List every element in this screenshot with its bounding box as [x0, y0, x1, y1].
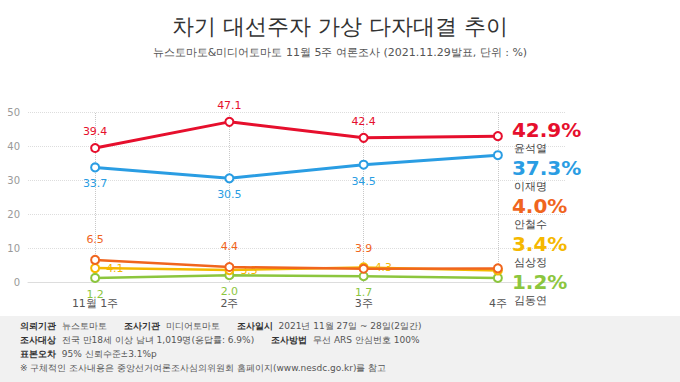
- svg-text:4.4: 4.4: [221, 240, 239, 253]
- svg-text:4.3: 4.3: [375, 261, 393, 274]
- svg-text:20: 20: [7, 209, 20, 220]
- svg-text:3.9: 3.9: [355, 242, 373, 255]
- svg-text:조사기관: 조사기관: [124, 321, 160, 331]
- svg-text:뉴스토마토: 뉴스토마토: [56, 321, 124, 331]
- svg-text:뉴스토마토&미디어토마토 11월 5주 여론조사 (2021: 뉴스토마토&미디어토마토 11월 5주 여론조사 (2021.11.29발표, …: [153, 46, 527, 59]
- svg-text:3주: 3주: [354, 297, 373, 310]
- svg-text:4주: 4주: [489, 297, 507, 310]
- svg-text:1.2: 1.2: [86, 288, 104, 301]
- svg-text:전국 만18세 이상 남녀 1,019명(응답률: 6.9%: 전국 만18세 이상 남녀 1,019명(응답률: 6.9%): [56, 335, 271, 345]
- svg-text:95% 신뢰수준±3.1%p: 95% 신뢰수준±3.1%p: [56, 349, 157, 359]
- svg-text:37.3%: 37.3%: [512, 156, 581, 180]
- svg-text:30: 30: [7, 175, 20, 186]
- svg-text:조사일시: 조사일시: [237, 321, 273, 331]
- svg-text:10: 10: [7, 243, 20, 254]
- svg-text:4.1: 4.1: [106, 262, 124, 275]
- svg-text:심상정: 심상정: [514, 256, 547, 269]
- svg-text:3.5: 3.5: [240, 264, 258, 277]
- svg-text:39.4: 39.4: [83, 125, 108, 138]
- svg-text:3.4%: 3.4%: [512, 232, 567, 256]
- svg-text:6.5: 6.5: [86, 233, 104, 246]
- svg-text:1.2%: 1.2%: [512, 270, 567, 294]
- svg-text:김동연: 김동연: [514, 294, 547, 307]
- svg-text:4.0%: 4.0%: [512, 194, 567, 218]
- svg-text:의뢰기관: 의뢰기관: [20, 321, 56, 331]
- svg-text:조사대상: 조사대상: [20, 335, 56, 345]
- svg-text:42.9%: 42.9%: [512, 118, 581, 142]
- svg-text:47.1: 47.1: [217, 99, 242, 112]
- svg-text:30.5: 30.5: [217, 188, 242, 201]
- svg-text:윤석열: 윤석열: [514, 142, 547, 155]
- svg-text:※ 구체적인 조사내용은 중앙선거여론조사심의위원회 홈페이: ※ 구체적인 조사내용은 중앙선거여론조사심의위원회 홈페이지(www.nesd…: [20, 363, 386, 373]
- svg-text:2021년 11월 27일 ~ 28일(2일간): 2021년 11월 27일 ~ 28일(2일간): [273, 321, 422, 331]
- svg-text:34.5: 34.5: [351, 175, 376, 188]
- svg-text:0: 0: [14, 277, 20, 288]
- svg-text:2.0: 2.0: [221, 285, 239, 298]
- svg-text:이재명: 이재명: [514, 180, 547, 193]
- svg-text:무선 ARS 안심번호 100%: 무선 ARS 안심번호 100%: [307, 335, 420, 345]
- svg-text:조사방법: 조사방법: [271, 335, 307, 345]
- svg-text:11월 1주: 11월 1주: [71, 297, 119, 310]
- svg-text:40: 40: [7, 141, 20, 152]
- svg-text:차기 대선주자 가상 다자대결 추이: 차기 대선주자 가상 다자대결 추이: [172, 14, 508, 39]
- svg-text:표본오차: 표본오차: [20, 349, 56, 359]
- svg-text:42.4: 42.4: [351, 115, 376, 128]
- svg-text:미디어토마토: 미디어토마토: [160, 321, 237, 331]
- svg-text:50: 50: [7, 107, 20, 118]
- svg-text:2주: 2주: [220, 297, 238, 310]
- svg-text:1.7: 1.7: [355, 286, 373, 299]
- svg-text:33.7: 33.7: [83, 177, 108, 190]
- svg-text:안철수: 안철수: [514, 218, 547, 231]
